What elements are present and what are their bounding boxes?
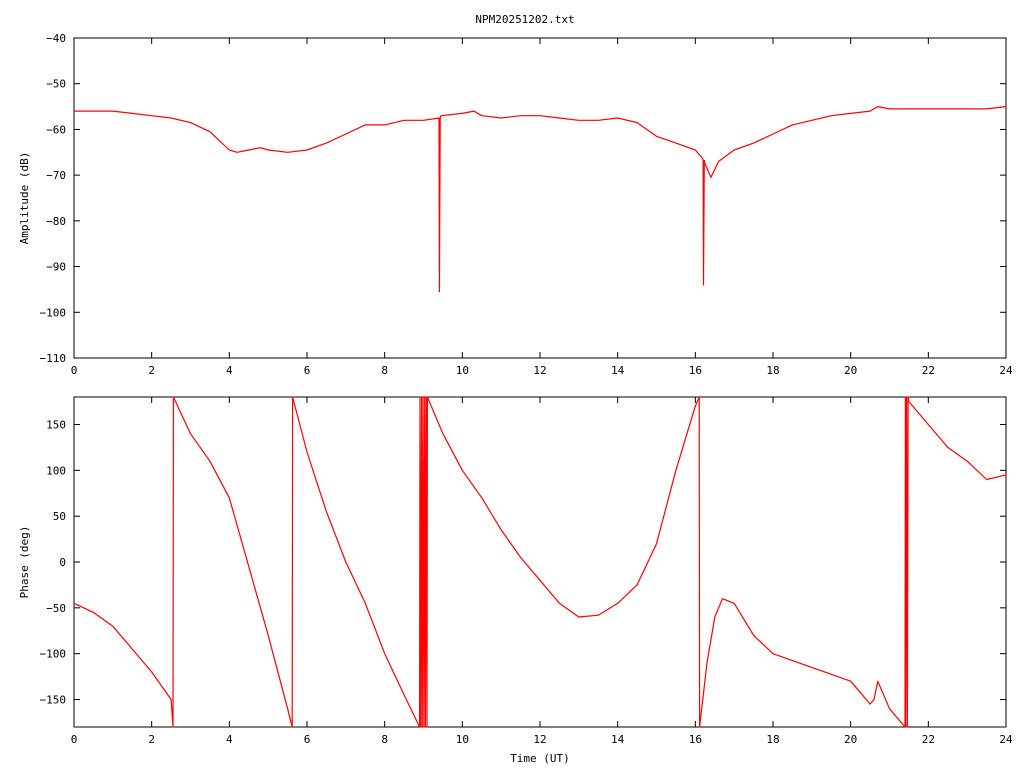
phase-x-tick-label: 2: [148, 733, 155, 746]
phase-x-tick-label: 18: [766, 733, 779, 746]
amplitude-x-tick-label: 22: [922, 364, 935, 377]
phase-x-tick-label: 22: [922, 733, 935, 746]
phase-plot-frame: [73, 396, 1007, 728]
phase-x-tick-label: 16: [689, 733, 702, 746]
amplitude-series-line: [73, 106, 1007, 293]
phase-y-tick-label: −50: [46, 602, 66, 615]
amplitude-y-tick-label: −40: [46, 32, 66, 45]
amplitude-x-tick-label: 20: [844, 364, 857, 377]
phase-y-tick-label: −150: [40, 694, 67, 707]
chart-title: NPM20251202.txt: [475, 13, 574, 26]
phase-y-axis-label: Phase (deg): [18, 526, 31, 599]
amplitude-x-tick-label: 12: [533, 364, 546, 377]
amplitude-plot-frame: [73, 37, 1007, 359]
phase-x-tick-label: 14: [611, 733, 625, 746]
phase-y-tick-label: 50: [53, 510, 66, 523]
amplitude-y-tick-label: −50: [46, 78, 66, 91]
amplitude-y-tick-label: −100: [40, 306, 67, 319]
amplitude-x-tick-label: 10: [456, 364, 469, 377]
amplitude-x-tick-label: 14: [611, 364, 625, 377]
phase-y-tick-label: 100: [46, 464, 66, 477]
amplitude-x-tick-label: 16: [689, 364, 702, 377]
amplitude-x-tick-label: 8: [381, 364, 388, 377]
phase-x-tick-label: 12: [533, 733, 546, 746]
phase-y-tick-label: −100: [40, 648, 67, 661]
amplitude-x-tick-label: 6: [304, 364, 311, 377]
phase-series-line: [73, 396, 1007, 728]
phase-y-tick-label: 0: [59, 556, 66, 569]
amplitude-y-axis-label: Amplitude (dB): [18, 152, 31, 245]
phase-x-tick-label: 0: [71, 733, 78, 746]
amplitude-y-tick-label: −70: [46, 169, 66, 182]
amplitude-y-tick-label: −110: [40, 352, 67, 365]
amplitude-y-tick-label: −60: [46, 123, 66, 136]
phase-x-tick-label: 6: [304, 733, 311, 746]
phase-x-tick-label: 10: [456, 733, 469, 746]
phase-y-tick-label: 150: [46, 419, 66, 432]
amplitude-x-tick-label: 18: [766, 364, 779, 377]
phase-x-tick-label: 20: [844, 733, 857, 746]
amplitude-x-tick-label: 4: [226, 364, 233, 377]
phase-x-tick-label: 8: [381, 733, 388, 746]
amplitude-y-tick-label: −90: [46, 261, 66, 274]
time-x-axis-label: Time (UT): [510, 752, 570, 765]
amplitude-x-tick-label: 0: [71, 364, 78, 377]
amplitude-panel: −110−100−90−80−70−60−50−400 2 4 6 8 10 12 14 16 1…: [18, 32, 1013, 377]
amplitude-x-tick-label: 2: [148, 364, 155, 377]
phase-x-tick-label: 24: [999, 733, 1013, 746]
phase-x-tick-label: 4: [226, 733, 233, 746]
amplitude-x-tick-label: 24: [999, 364, 1013, 377]
amplitude-y-tick-label: −80: [46, 215, 66, 228]
